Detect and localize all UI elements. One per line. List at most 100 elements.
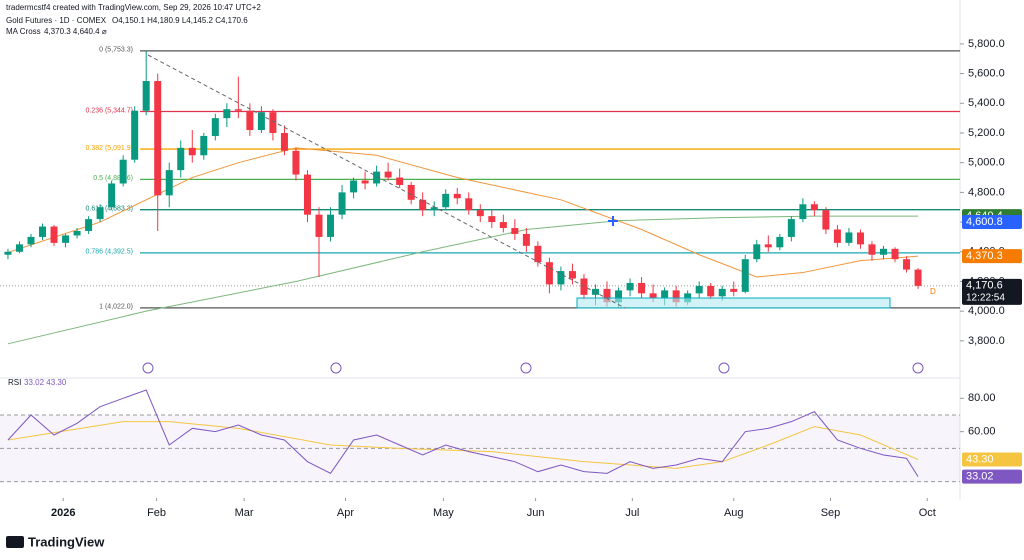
candle-body [488, 216, 496, 223]
fib-label: 1 (4,022.0) [99, 304, 133, 311]
rsi-ma [7, 421, 919, 469]
candle-body [361, 180, 369, 184]
y-tick-label: 5,200.0 [968, 127, 1005, 139]
price-tag [962, 214, 1022, 229]
brand: TradingView [28, 534, 105, 549]
candle-body [85, 219, 93, 231]
candle-body [4, 251, 12, 255]
ma-values: 4,370.3 4,640.4 ⌀ [44, 27, 107, 36]
x-tick-label: May [433, 507, 454, 519]
event-icon [520, 362, 532, 374]
candle-body [822, 210, 830, 230]
candle-body [845, 232, 853, 243]
price-tag-label: 33.02 [966, 471, 994, 483]
candle-body [730, 288, 738, 292]
candle-body [407, 184, 415, 200]
candle-body [476, 210, 484, 217]
candle-body [257, 112, 265, 131]
candle-body [131, 110, 139, 160]
candle-body [753, 244, 761, 260]
fib-label: 0.618 (4,683.3) [86, 206, 133, 213]
countdown: 12:22:54 [966, 292, 1005, 303]
x-tick-label: Mar [235, 507, 254, 519]
candle-body [661, 290, 669, 298]
candle-body [499, 222, 507, 229]
candle-body [649, 293, 657, 298]
price-tag-label: 4,600.8 [966, 216, 1003, 228]
event-icons [142, 362, 924, 374]
candle-body [96, 207, 104, 220]
candle-body [810, 204, 818, 211]
candle-body [177, 147, 185, 171]
x-tick-label: Aug [724, 507, 744, 519]
candle-body [442, 193, 450, 208]
candle-body [718, 288, 726, 297]
candle-body [73, 230, 81, 236]
y-tick-label: 4,000.0 [968, 305, 1005, 317]
candle-body [223, 109, 231, 119]
candle-body [142, 81, 150, 111]
candle-body [303, 174, 311, 215]
candle-body [557, 271, 565, 285]
y-tick-label: 3,800.0 [968, 335, 1005, 347]
candle-body [211, 118, 219, 136]
rsi-values: 33.02 43.30 [24, 378, 67, 387]
candle-body [350, 180, 358, 193]
ma-label: MA Cross [6, 27, 41, 36]
price-tag [962, 452, 1022, 467]
candle-body [511, 228, 519, 234]
candle-body [522, 233, 530, 246]
rsi-line [7, 389, 919, 477]
x-tick-label: 2026 [51, 507, 75, 519]
x-tick-label: Jul [625, 507, 639, 519]
candle-body [430, 207, 438, 211]
x-tick-label: Apr [337, 507, 354, 519]
candle-body [914, 269, 922, 286]
candle-body [868, 244, 876, 255]
candle-body [373, 171, 381, 184]
ohlc: O4,150.1 H4,180.9 L4,145.2 C4,170.6 [112, 16, 248, 25]
candle-body [234, 109, 242, 111]
credit: tradermcstf4 created with TradingView.co… [6, 3, 261, 12]
candle-body [465, 198, 473, 211]
candle-body [603, 288, 611, 303]
price-tag-label: 43.30 [966, 453, 994, 465]
candle-body [165, 170, 173, 196]
x-tick-label: Oct [919, 507, 936, 519]
candle-body [315, 214, 323, 237]
candle-body [154, 81, 162, 196]
price-tag [962, 278, 1022, 305]
candle-body [615, 290, 623, 303]
candle-body [787, 219, 795, 237]
candle-body [50, 226, 58, 243]
candle-body [880, 248, 888, 255]
fib-label: 0 (5,753.3) [99, 47, 133, 54]
candle-body [545, 262, 553, 285]
fib-label: 0.5 (4,887.6) [93, 175, 133, 182]
candle-body [626, 282, 634, 291]
candle-body [695, 285, 703, 294]
candle-body [776, 236, 784, 248]
candle-body [15, 244, 23, 252]
rsi-label: RSI [8, 378, 21, 387]
x-tick-label: Feb [147, 507, 166, 519]
interval-flag: D [930, 287, 936, 296]
candle-body [453, 193, 461, 199]
candle-body [833, 229, 841, 243]
y-tick-label: 5,600.0 [968, 68, 1005, 80]
fib-label: 0.236 (5,344.7) [86, 107, 133, 114]
rsi-tick-label: 60.00 [968, 426, 996, 438]
rsi-tick-label: 80.00 [968, 392, 996, 404]
y-tick-label: 5,000.0 [968, 157, 1005, 169]
x-tick-label: Sep [821, 507, 841, 519]
candle-body [108, 183, 116, 208]
candle-body [119, 159, 127, 184]
candle-body [188, 147, 196, 156]
trend-line [147, 54, 626, 309]
candle-body [280, 132, 288, 151]
candle-body [200, 135, 208, 156]
candle-body [741, 259, 749, 292]
candle-body [707, 285, 715, 297]
